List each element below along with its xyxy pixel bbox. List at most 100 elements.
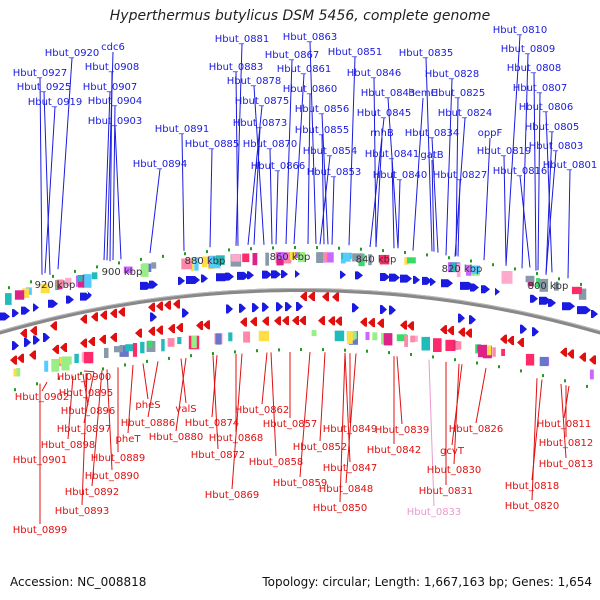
gene-label-bottom: Hbut_0820 <box>505 501 560 512</box>
reverse-gene-arrow <box>164 300 171 310</box>
gene-label-bottom: Hbut_0893 <box>55 506 110 517</box>
cog-feature-box <box>209 255 221 269</box>
map-title: Hyperthermus butylicus DSM 5456, complet… <box>109 8 491 24</box>
cog-feature-box <box>22 288 30 298</box>
label-leader-line <box>235 43 243 246</box>
label-leader-line <box>309 41 317 245</box>
label-leader-line <box>531 378 538 501</box>
scale-tick <box>542 374 544 378</box>
accession-text: Accession: NC_008818 <box>10 575 147 589</box>
cog-feature-box <box>276 252 287 260</box>
forward-gene-arrow <box>591 309 598 318</box>
gene-label-bottom: Hbut_0872 <box>191 450 246 461</box>
reverse-gene-arrow <box>52 344 59 354</box>
label-leader-line <box>396 356 403 425</box>
backbone-highlight <box>0 288 600 332</box>
reverse-gene-arrow <box>50 321 57 331</box>
gene-label-top: Hbut_0867 <box>265 50 320 61</box>
scale-tick <box>448 256 450 260</box>
forward-gene-arrow <box>562 302 575 311</box>
reverse-gene-arrow <box>88 337 95 347</box>
gene-label-top: Hbut_0806 <box>519 102 574 113</box>
reverse-gene-arrow <box>240 317 247 327</box>
forward-gene-arrow <box>239 303 246 313</box>
forward-gene-arrow <box>276 302 283 312</box>
forward-gene-arrow <box>532 327 539 337</box>
cog-feature-box <box>167 338 175 347</box>
scale-tick <box>14 388 16 392</box>
scale-tick <box>322 348 324 352</box>
gene-label-bottom: Hbut_0826 <box>449 424 504 435</box>
label-leader-line <box>82 373 89 406</box>
label-leader-line <box>537 92 541 271</box>
label-leader-line <box>109 71 113 262</box>
scale-tick <box>498 365 500 369</box>
label-leader-line <box>483 137 491 261</box>
label-leader-line <box>505 34 521 266</box>
gene-label-top: Hbut_0828 <box>425 69 480 80</box>
label-leader-line <box>103 91 111 261</box>
scale-tick <box>96 265 98 269</box>
label-leader-line <box>521 53 529 269</box>
cog-feature-box <box>589 369 594 380</box>
cog-feature-box <box>114 346 123 353</box>
cog-feature-box <box>191 335 197 349</box>
scale-tick <box>514 267 516 271</box>
cog-feature-box <box>501 271 513 284</box>
reverse-gene-arrow <box>328 316 335 326</box>
label-leader-line <box>83 370 95 373</box>
forward-gene-arrow <box>413 275 420 284</box>
gene-label-top: Hbut_0819 <box>477 146 532 157</box>
reverse-gene-arrow <box>173 299 180 309</box>
forward-gene-arrow <box>24 337 31 347</box>
gene-label-bottom: Hbut_0874 <box>185 418 240 429</box>
label-leader-line <box>253 127 261 245</box>
reverse-gene-arrow <box>400 320 407 330</box>
gene-label-bottom: Hbut_0831 <box>419 486 474 497</box>
reverse-gene-arrow <box>440 325 447 335</box>
gene-label-top: Hbut_0854 <box>303 146 358 157</box>
cog-feature-box <box>5 293 12 305</box>
gene-label-top: Hbut_0810 <box>493 25 548 36</box>
gene-label-top: Hbut_0816 <box>493 166 548 177</box>
cog-feature-box <box>228 332 233 342</box>
cog-feature-box <box>554 282 559 291</box>
reverse-gene-arrow <box>156 301 163 311</box>
gene-label-top: Hbut_0809 <box>501 44 556 55</box>
cog-feature-box <box>125 344 134 352</box>
gene-label-top: Hbut_0863 <box>283 32 338 43</box>
gene-label-top: Hbut_0843 <box>361 88 416 99</box>
forward-gene-arrow <box>389 273 400 282</box>
scale-tick <box>338 246 340 250</box>
gene-tracks <box>0 246 600 392</box>
label-leader-line <box>285 59 293 245</box>
cog-feature-box <box>404 335 408 347</box>
cog-feature-box <box>455 341 462 350</box>
gene-label-bottom: valS <box>175 404 196 415</box>
reverse-gene-arrow <box>17 353 24 363</box>
reverse-gene-arrow <box>579 352 586 362</box>
kbp-tick-label: 840 kbp <box>356 255 397 266</box>
cog-feature-box <box>477 344 487 358</box>
gene-label-bottom: Hbut_0869 <box>205 490 260 501</box>
cog-feature-box <box>471 265 480 274</box>
scale-tick <box>168 356 170 360</box>
forward-gene-arrow <box>43 333 50 343</box>
reverse-gene-arrow <box>567 349 574 359</box>
label-leader-line <box>106 369 113 471</box>
gene-label-top: Hbut_0878 <box>227 76 282 87</box>
reverse-gene-arrow <box>250 317 257 327</box>
forward-gene-arrow <box>469 315 476 325</box>
cog-feature-box <box>404 257 409 265</box>
kbp-tick-label: 860 kbp <box>270 252 311 263</box>
label-leader-line <box>44 106 56 274</box>
forward-gene-arrow <box>495 287 500 296</box>
forward-gene-arrow <box>548 298 556 307</box>
forward-gene-arrow <box>150 312 157 322</box>
gene-label-top: Hbut_0885 <box>185 139 240 150</box>
scale-tick <box>492 263 494 267</box>
reverse-gene-arrow <box>118 307 125 317</box>
cog-feature-box <box>177 337 182 345</box>
gene-label-top: Hbut_0827 <box>433 170 488 181</box>
reverse-gene-arrow <box>322 292 329 302</box>
